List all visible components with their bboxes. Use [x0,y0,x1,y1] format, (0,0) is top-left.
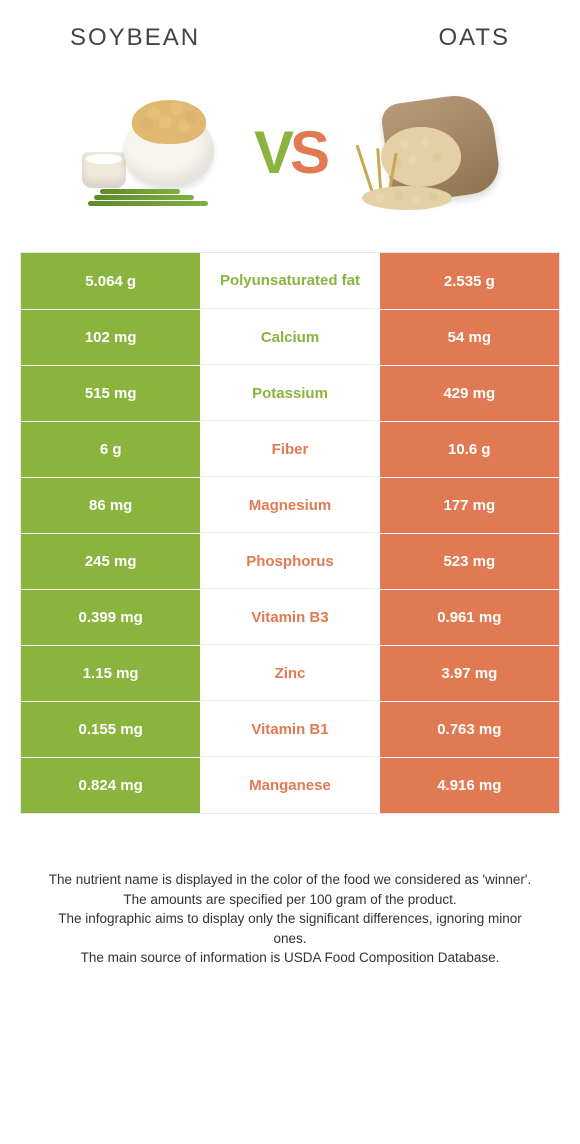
footer-line: The infographic aims to display only the… [40,909,540,948]
right-value: 523 mg [380,534,559,589]
right-value: 429 mg [380,366,559,421]
nutrient-label: Potassium [200,366,379,421]
nutrient-label: Vitamin B3 [200,590,379,645]
table-row: 0.399 mgVitamin B30.961 mg [21,589,559,645]
footer-line: The main source of information is USDA F… [40,948,540,968]
left-value: 245 mg [21,534,200,589]
nutrient-label: Vitamin B1 [200,702,379,757]
left-value: 0.155 mg [21,702,200,757]
right-value: 10.6 g [380,422,559,477]
nutrient-label: Magnesium [200,478,379,533]
left-food-title: Soybean [70,24,200,52]
nutrient-label: Zinc [200,646,379,701]
table-row: 1.15 mgZinc3.97 mg [21,645,559,701]
table-row: 5.064 gPolyunsaturated fat2.535 g [21,253,559,309]
left-value: 1.15 mg [21,646,200,701]
right-value: 0.763 mg [380,702,559,757]
table-row: 0.155 mgVitamin B10.763 mg [21,701,559,757]
right-value: 54 mg [380,310,559,365]
vs-s: S [290,119,326,186]
table-row: 102 mgCalcium54 mg [21,309,559,365]
table-row: 6 gFiber10.6 g [21,421,559,477]
right-value: 177 mg [380,478,559,533]
nutrient-label: Phosphorus [200,534,379,589]
table-row: 0.824 mgManganese4.916 mg [21,757,559,813]
header: Soybean Oats [0,0,580,62]
soybean-image [74,92,234,212]
nutrient-table: 5.064 gPolyunsaturated fat2.535 g102 mgC… [20,252,560,814]
left-value: 515 mg [21,366,200,421]
left-value: 0.824 mg [21,758,200,813]
oats-image [346,92,506,212]
nutrient-label: Polyunsaturated fat [200,253,379,309]
right-value: 3.97 mg [380,646,559,701]
right-food-title: Oats [438,24,510,52]
right-value: 0.961 mg [380,590,559,645]
nutrient-label: Manganese [200,758,379,813]
right-value: 2.535 g [380,253,559,309]
footer-line: The amounts are specified per 100 gram o… [40,890,540,910]
left-value: 0.399 mg [21,590,200,645]
footer-notes: The nutrient name is displayed in the co… [0,814,580,968]
left-value: 6 g [21,422,200,477]
vs-v: V [254,119,290,186]
right-value: 4.916 mg [380,758,559,813]
left-value: 102 mg [21,310,200,365]
hero-row: VS [0,62,580,252]
nutrient-label: Fiber [200,422,379,477]
table-row: 86 mgMagnesium177 mg [21,477,559,533]
footer-line: The nutrient name is displayed in the co… [40,870,540,890]
table-row: 515 mgPotassium429 mg [21,365,559,421]
nutrient-label: Calcium [200,310,379,365]
left-value: 86 mg [21,478,200,533]
left-value: 5.064 g [21,253,200,309]
vs-label: VS [254,118,326,187]
table-row: 245 mgPhosphorus523 mg [21,533,559,589]
